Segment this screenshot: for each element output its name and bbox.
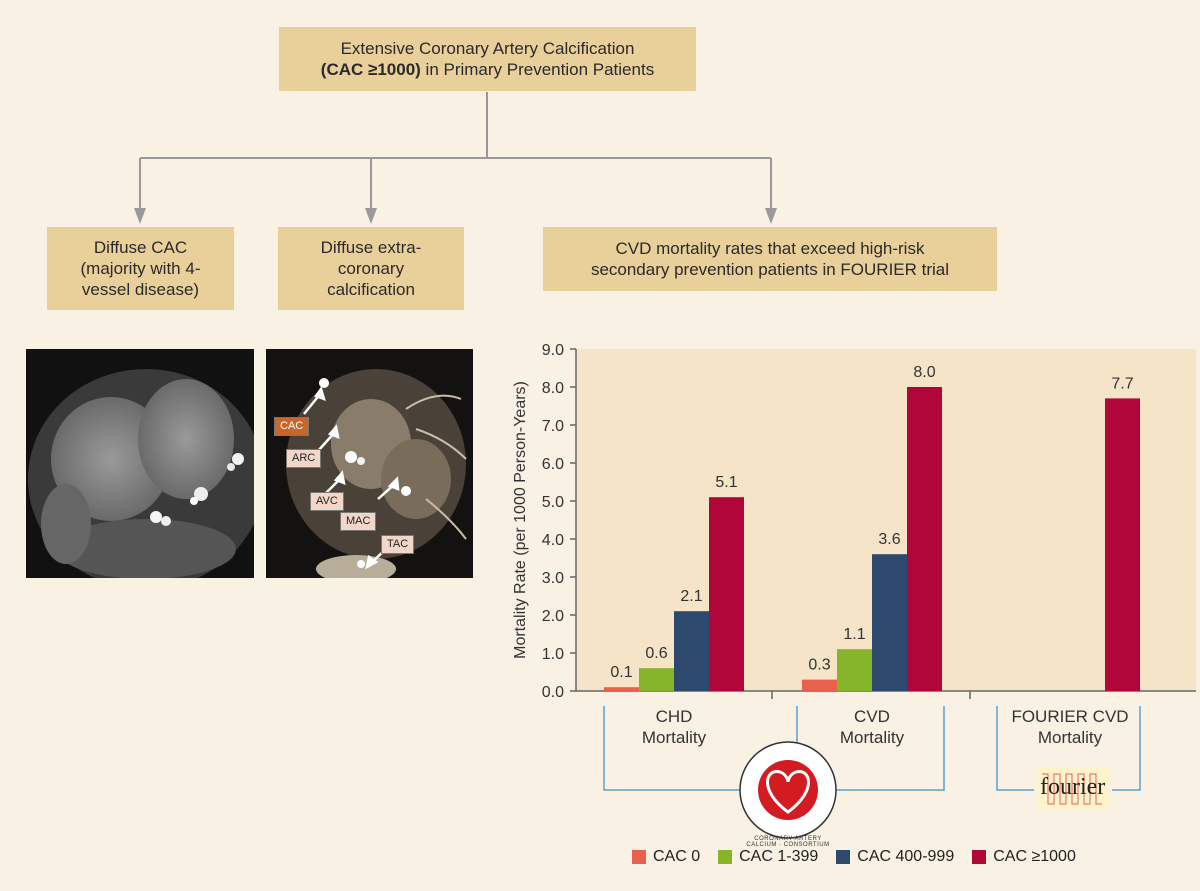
bar bbox=[907, 387, 942, 691]
y-tick-label: 4.0 bbox=[542, 532, 564, 549]
box-diffuse-cac: Diffuse CAC (majority with 4- vessel dis… bbox=[47, 227, 234, 310]
legend-label-cac1-399: CAC 1-399 bbox=[739, 848, 819, 865]
y-tick-label: 6.0 bbox=[542, 456, 564, 473]
ct-image-coronary-drawing bbox=[26, 349, 254, 578]
bar bbox=[837, 649, 872, 691]
box1-line2: (majority with 4- bbox=[80, 259, 201, 278]
bar-value-label: 8.0 bbox=[913, 364, 935, 381]
y-tick-label: 3.0 bbox=[542, 570, 564, 587]
label-mac: MAC bbox=[340, 512, 377, 531]
bracket-line bbox=[603, 706, 740, 791]
top-box-line1: Extensive Coronary Artery Calcification bbox=[340, 39, 635, 58]
top-box-rest: in Primary Prevention Patients bbox=[420, 60, 655, 79]
bar-value-label: 3.6 bbox=[878, 531, 900, 548]
legend-swatch-cac1-399 bbox=[718, 850, 733, 864]
consortium-logo bbox=[739, 741, 837, 839]
bracket-line bbox=[996, 706, 1034, 791]
y-tick-label: 8.0 bbox=[542, 380, 564, 397]
legend-swatch-cac0 bbox=[632, 850, 646, 864]
legend-swatch-cac1000 bbox=[972, 850, 987, 864]
bar bbox=[639, 668, 674, 691]
y-tick-label: 9.0 bbox=[542, 342, 564, 359]
bar bbox=[1105, 398, 1140, 691]
legend-item-cac1-399: CAC 1-399 bbox=[718, 848, 818, 866]
box2-line1: Diffuse extra- bbox=[320, 238, 422, 257]
y-tick-label: 1.0 bbox=[542, 646, 564, 663]
group-label: Mortality bbox=[1038, 728, 1103, 747]
ct-image-coronary bbox=[26, 349, 254, 578]
bar bbox=[872, 554, 907, 691]
top-box-bold: (CAC ≥1000) bbox=[320, 60, 421, 79]
bars: 0.1 0.6 2.1 5.1 0.3 1.1 3.6 8.0 7.7 bbox=[604, 364, 1140, 691]
bar-value-label: 5.1 bbox=[715, 474, 737, 491]
bracket-line bbox=[1112, 706, 1141, 791]
bar bbox=[802, 679, 837, 691]
bracket-line bbox=[835, 706, 945, 791]
legend-item-cac400-999: CAC 400-999 bbox=[836, 848, 954, 866]
box3-line2: secondary prevention patients in FOURIER… bbox=[590, 260, 950, 279]
legend-label-cac0: CAC 0 bbox=[653, 848, 701, 865]
ct-image-extra-coronary: CAC ARC AVC MAC TAC bbox=[266, 349, 473, 578]
y-axis-label: Mortality Rate (per 1000 Person-Years) bbox=[512, 381, 529, 659]
bar-value-label: 7.7 bbox=[1111, 375, 1133, 392]
label-cac: CAC bbox=[274, 417, 310, 436]
fourier-logo bbox=[1038, 768, 1110, 810]
y-tick-label: 0.0 bbox=[542, 684, 564, 701]
group-label: FOURIER CVD bbox=[1011, 707, 1128, 726]
y-axis: 0.0 1.0 2.0 3.0 4.0 5.0 6.0 7.0 8.0 9.0 bbox=[542, 342, 1196, 701]
top-box-line2: (CAC ≥1000) in Primary Prevention Patien… bbox=[321, 59, 654, 80]
group-label: Mortality bbox=[642, 728, 707, 747]
bar-value-label: 2.1 bbox=[680, 588, 702, 605]
bar-value-label: 0.6 bbox=[645, 645, 667, 662]
legend-label-cac1000: CAC ≥1000 bbox=[993, 848, 1076, 865]
box1-line3: vessel disease) bbox=[81, 280, 200, 299]
chart-legend: CAC 0 CAC 1-399 CAC 400-999 CAC ≥1000 bbox=[632, 848, 1076, 866]
legend-item-cac0: CAC 0 bbox=[632, 848, 700, 866]
y-tick-label: 2.0 bbox=[542, 608, 564, 625]
group-label: Mortality bbox=[840, 728, 905, 747]
group-brackets: CHD Mortality CVD Mortality FOURIER CVD Morta… bbox=[603, 691, 1141, 791]
box3-line1: CVD mortality rates that exceed high-ris… bbox=[615, 239, 925, 258]
y-tick-label: 7.0 bbox=[542, 418, 564, 435]
label-tac: TAC bbox=[381, 535, 415, 554]
y-tick-label: 5.0 bbox=[542, 494, 564, 511]
bar bbox=[674, 611, 709, 691]
fourier-logo-text: fourier bbox=[1040, 774, 1106, 800]
bar-value-label: 0.1 bbox=[610, 664, 632, 681]
box-extra-coronary: Diffuse extra- coronary calcification bbox=[278, 227, 464, 310]
bar-value-label: 1.1 bbox=[843, 626, 865, 643]
legend-swatch-cac400-999 bbox=[836, 850, 851, 864]
bar bbox=[604, 687, 639, 691]
group-label: CVD bbox=[854, 707, 890, 726]
bar bbox=[709, 497, 744, 691]
bar-value-label: 0.3 bbox=[808, 657, 830, 674]
label-avc: AVC bbox=[310, 492, 344, 511]
box1-line1: Diffuse CAC bbox=[93, 238, 188, 257]
top-box: Extensive Coronary Artery Calcification … bbox=[279, 27, 696, 91]
consortium-logo-text: CORONARY ARTERY CALCIUM · CONSORTIUM bbox=[746, 836, 830, 848]
legend-item-cac1000: CAC ≥1000 bbox=[972, 848, 1076, 866]
box2-line2: coronary bbox=[337, 259, 405, 278]
box-cvd-mortality: CVD mortality rates that exceed high-ris… bbox=[543, 227, 997, 291]
legend-label-cac400-999: CAC 400-999 bbox=[857, 848, 955, 865]
box2-line3: calcification bbox=[327, 280, 415, 299]
label-arc: ARC bbox=[286, 449, 322, 468]
group-label: CHD bbox=[656, 707, 693, 726]
